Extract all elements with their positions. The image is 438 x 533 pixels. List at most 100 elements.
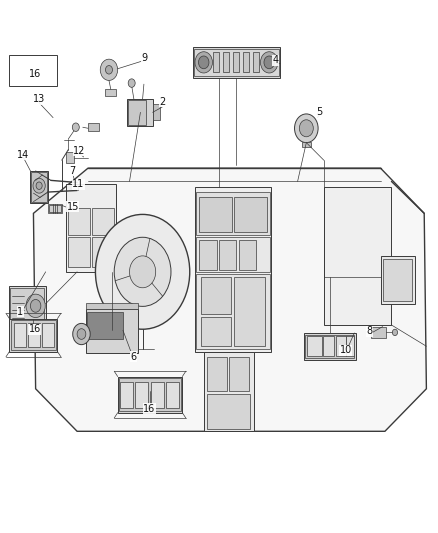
Text: 8: 8 [367,326,373,336]
Bar [201,317,231,346]
Bar [239,240,256,270]
Bar [151,382,164,408]
Text: 16: 16 [28,324,41,334]
Polygon shape [33,168,426,431]
Bar [302,142,311,147]
Bar [234,197,267,232]
Bar [304,333,356,360]
Bar [207,357,227,391]
Bar [243,52,249,72]
Bar [10,288,44,325]
Bar [49,205,61,212]
Bar [66,152,74,163]
Circle shape [198,56,209,69]
Circle shape [114,237,171,306]
Bar [14,323,26,348]
Bar [229,357,249,391]
Text: 11: 11 [72,179,85,189]
Circle shape [106,66,113,74]
Circle shape [261,52,278,73]
Text: 14: 14 [17,150,29,160]
Bar [195,187,272,352]
Bar [135,382,148,408]
Bar [31,172,47,201]
Text: 6: 6 [131,352,137,362]
Bar [86,309,138,353]
Bar [234,277,265,346]
Text: 15: 15 [67,202,79,212]
Bar [120,382,134,408]
Bar [346,336,354,357]
Bar [30,171,48,203]
Text: 9: 9 [142,53,148,62]
Circle shape [26,294,45,318]
Circle shape [30,300,41,312]
Text: 4: 4 [273,55,279,65]
Circle shape [100,59,118,80]
Bar [68,208,90,235]
Bar [307,336,321,357]
Circle shape [294,114,318,143]
Bar [166,382,179,408]
Text: 13: 13 [33,94,45,104]
Bar [324,187,392,325]
Bar [118,376,182,413]
Circle shape [264,56,275,69]
Circle shape [195,52,212,73]
Text: 5: 5 [316,107,322,117]
Bar [336,336,346,357]
Text: 7: 7 [70,166,76,176]
Bar [383,259,413,301]
Bar [9,286,46,326]
Bar [193,47,280,78]
Bar [68,237,90,266]
Bar [66,184,117,272]
Bar [152,104,160,120]
Text: 12: 12 [73,146,85,156]
Circle shape [299,120,313,137]
Polygon shape [309,340,319,353]
Bar [219,240,237,270]
Bar [119,378,181,411]
Bar [87,312,123,340]
Ellipse shape [337,227,363,243]
Bar [204,352,254,431]
Text: 16: 16 [28,69,41,79]
Bar [371,327,386,338]
Bar [253,52,259,72]
Bar [196,237,270,272]
Bar [207,394,250,429]
Bar [213,52,219,72]
Bar [199,197,232,232]
Bar [196,274,270,349]
Bar [223,52,229,72]
Bar [11,320,56,350]
Bar [199,240,217,270]
Circle shape [33,178,45,193]
Bar [201,277,231,314]
Text: 16: 16 [143,404,155,414]
Circle shape [36,182,42,189]
Circle shape [128,79,135,87]
Circle shape [392,329,398,336]
Bar [196,192,270,235]
Circle shape [72,123,79,132]
Bar [381,256,416,304]
Bar [92,208,114,235]
Bar [86,303,138,309]
Bar [10,319,57,352]
Circle shape [130,256,155,288]
Circle shape [73,324,90,345]
Text: 2: 2 [159,96,166,107]
Bar [233,52,239,72]
Bar [10,55,57,86]
Bar [323,336,334,357]
Bar [194,49,279,76]
Bar [28,323,40,348]
Bar [42,323,54,348]
Bar [92,237,114,266]
Circle shape [95,214,190,329]
Bar [128,100,146,125]
Bar [127,99,152,126]
Text: 10: 10 [339,345,352,356]
